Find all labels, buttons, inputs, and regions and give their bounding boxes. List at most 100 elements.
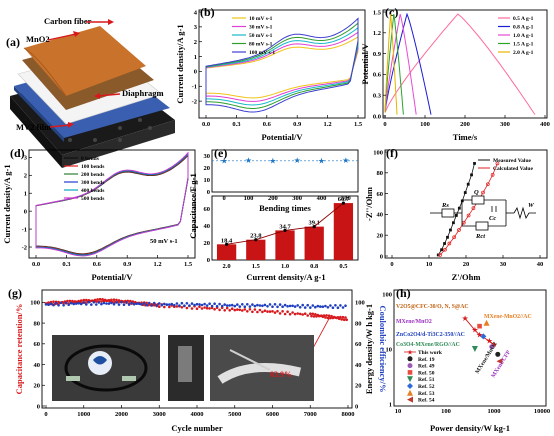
panel-g-xtick-label: 4000 bbox=[191, 411, 204, 418]
circuit-w: W bbox=[528, 202, 535, 209]
panel-e-top-xtick-label: 0 bbox=[223, 195, 226, 202]
panel-g-point-0 bbox=[341, 315, 345, 319]
panel-f-point bbox=[447, 241, 452, 246]
panel-g-y2tick-label: 40 bbox=[355, 362, 362, 369]
panel-g-point-1 bbox=[311, 304, 315, 307]
panel-g-point-1 bbox=[205, 304, 209, 307]
panel-g-point-0 bbox=[322, 314, 326, 317]
panel-f-xtick-label: 10 bbox=[426, 261, 433, 268]
panel-h-point-0: ★ bbox=[476, 330, 483, 339]
panel-h-point-0: ★ bbox=[471, 326, 478, 335]
panel-f-point bbox=[490, 173, 495, 177]
panel-f-point bbox=[446, 235, 449, 239]
panel-b-legend-0: 10 mV s-1 bbox=[249, 16, 273, 22]
panel-g-point-0 bbox=[263, 309, 267, 313]
panel-g-point-1 bbox=[344, 304, 347, 308]
panel-g-point-1 bbox=[256, 303, 259, 307]
panel-g-point-1 bbox=[220, 304, 224, 308]
panel-g-point-1 bbox=[150, 304, 153, 307]
panel-g-point-1 bbox=[233, 304, 237, 308]
panel-b-xtick-label: 1.2 bbox=[324, 121, 332, 128]
panel-b-xtick-label: 0.0 bbox=[202, 121, 210, 128]
panel-g-point-1 bbox=[283, 303, 287, 307]
panel-f-ytick-label: 80 bbox=[377, 170, 384, 177]
panel-g-point-1 bbox=[198, 303, 201, 306]
panel-g-point-1 bbox=[47, 303, 50, 307]
panel-d-xtick-label: 0.0 bbox=[32, 261, 40, 268]
panel-b-ytick-label: -2 bbox=[192, 98, 197, 105]
panel-g-point-1 bbox=[329, 304, 332, 307]
panel-h-legend-7: Ref. 54 bbox=[418, 398, 435, 404]
panel-b-ytick-label: 0 bbox=[194, 69, 197, 76]
panel-e-ytick-label: 60 bbox=[204, 206, 211, 213]
panel-g-point-0 bbox=[82, 298, 86, 302]
panel-f-point bbox=[440, 248, 443, 252]
panel-g-point-1 bbox=[105, 302, 108, 305]
panel-b-legend-2: 50 mV s-1 bbox=[249, 33, 273, 39]
panel-g-point-1 bbox=[276, 305, 279, 309]
panel-f: (f) 0 10 20 30 40 100 80 60 40 20 0 Measured Value… bbox=[364, 146, 548, 282]
panel-g-point-1 bbox=[293, 305, 297, 308]
panel-e-xtick-label-4: 0.5 bbox=[339, 263, 348, 270]
panel-h-point-7 bbox=[496, 358, 503, 365]
panel-g-point-0 bbox=[344, 316, 347, 319]
panel-f-point bbox=[443, 247, 447, 252]
panel-h-ytick-label: 1 bbox=[389, 401, 392, 408]
panel-g-point-1 bbox=[145, 303, 148, 307]
panel-g-point-1 bbox=[135, 302, 138, 306]
panel-g-point-0 bbox=[326, 316, 330, 320]
panel-h-legend-marker-7 bbox=[407, 396, 413, 403]
panel-g-y2tick-label: 80 bbox=[355, 320, 362, 327]
panel-g-point-1 bbox=[324, 304, 327, 308]
panel-h-point-0: ★ bbox=[490, 340, 497, 349]
panel-g-point-1 bbox=[228, 304, 231, 307]
panel-e-top-ytick-label: 30 bbox=[204, 153, 211, 160]
panel-g-point-0 bbox=[96, 298, 99, 301]
panel-c-label: (c) bbox=[385, 5, 398, 19]
panel-g-point-1 bbox=[137, 302, 141, 306]
panel-g-point-0 bbox=[241, 309, 244, 312]
panel-b-curve-4 bbox=[205, 17, 359, 113]
panel-g-point-0 bbox=[110, 298, 113, 302]
panel-h-point-4 bbox=[471, 346, 478, 352]
panel-b-ytick-label: 1 bbox=[194, 54, 197, 61]
panel-c-xlabel: Time/s bbox=[453, 132, 478, 142]
panel-d-legend-0: 0 bends bbox=[81, 156, 99, 162]
panel-g-point-1 bbox=[57, 304, 60, 307]
panel-d-curve-5 bbox=[35, 151, 189, 257]
panel-g-point-1 bbox=[341, 306, 345, 309]
panel-h-point-1 bbox=[495, 351, 501, 357]
panel-d-ylabel: Current density/A g-1 bbox=[2, 164, 12, 243]
ragone-annot-6: MXene/CFP bbox=[491, 349, 513, 379]
panel-f-point bbox=[438, 253, 442, 257]
panel-h-ytick-label: 10 bbox=[386, 346, 393, 353]
panel-c: (c) 0 100 200 300 400 1.5 1.2 0.9 0.6 0.3 0.0 0.5 … bbox=[360, 5, 550, 142]
panel-f-point bbox=[495, 161, 500, 166]
panel-h-ylabel: Energy density/W h kg-1 bbox=[364, 304, 374, 394]
panel-h-point-3 bbox=[477, 323, 482, 329]
panel-g-label: (g) bbox=[8, 286, 22, 300]
panel-g-point-1 bbox=[200, 303, 204, 307]
panel-g-point-1 bbox=[180, 301, 184, 305]
panel-f-point bbox=[473, 162, 476, 165]
panel-g-point-1 bbox=[110, 301, 113, 305]
panel-g-point-0 bbox=[281, 310, 284, 313]
panel-e-xtick-label-2: 1.0 bbox=[281, 263, 289, 270]
panel-g-point-0 bbox=[228, 309, 231, 312]
panel-g-point-1 bbox=[210, 304, 214, 308]
panel-g-xtick-label: 2000 bbox=[115, 411, 128, 418]
panel-g-point-0 bbox=[79, 299, 83, 302]
panel-h-this-work-line bbox=[464, 318, 495, 345]
panel-g-point-0 bbox=[223, 309, 226, 312]
panel-g-point-0 bbox=[273, 311, 277, 314]
panel-g-point-1 bbox=[72, 302, 75, 306]
panel-d-xlabel: Potential/V bbox=[91, 272, 133, 282]
panel-f-point bbox=[485, 182, 490, 187]
panel-c-legend-3: 1.5 A g-1 bbox=[513, 42, 534, 48]
panel-g-point-0 bbox=[301, 313, 305, 316]
panel-g-point-1 bbox=[102, 301, 106, 305]
panel-g-point-1 bbox=[185, 302, 189, 305]
panel-g-point-0 bbox=[312, 315, 316, 318]
panel-c-curve-0 bbox=[384, 13, 536, 115]
panel-g-point-1 bbox=[44, 303, 48, 306]
